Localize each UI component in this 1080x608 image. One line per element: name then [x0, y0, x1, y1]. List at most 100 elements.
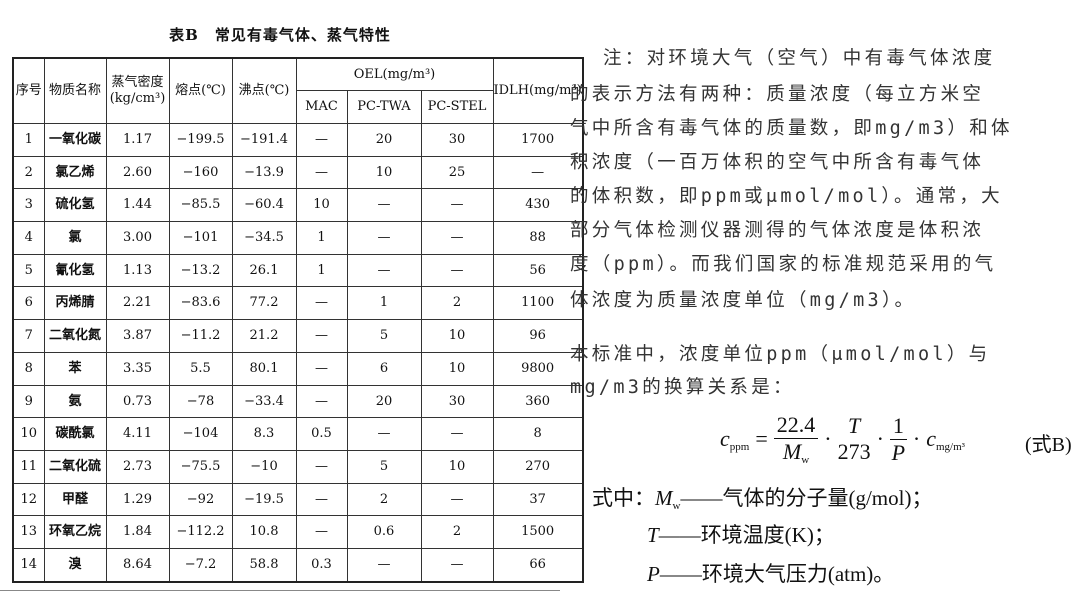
note-para2-line2: mg/m3的换算关系是：: [570, 377, 795, 398]
note-line: 度（ppm）。而我们国家的标准规范采用的气: [570, 254, 997, 275]
table-cell: 1: [12, 123, 45, 157]
table-cell: −160: [168, 155, 233, 190]
table-cell: —: [420, 253, 494, 288]
table-cell: 26.1: [231, 253, 297, 288]
note-para2-line1: 本标准中，浓度单位ppm（μmol/mol）与: [570, 344, 991, 365]
table-row: 12 甲醛 1.29 −92 −19.5—2—37: [12, 482, 584, 517]
header-mac: MAC: [295, 90, 348, 124]
table-cell: 1100: [492, 286, 584, 321]
dot: ·: [824, 426, 832, 451]
table-cell: —: [295, 123, 348, 157]
table-cell: 10: [420, 319, 494, 353]
divider: [0, 590, 560, 591]
table-cell: −19.5: [231, 482, 297, 517]
substance-name: 硫化氢: [43, 188, 107, 223]
note-line: 气中所含有毒气体的质量数，即mg/m3）和体: [570, 118, 1013, 139]
table-cell: 6: [12, 286, 45, 321]
substance-name: 氨: [43, 384, 107, 419]
table-cell: 80.1: [231, 351, 297, 386]
header-boiling: 沸点(℃): [231, 57, 297, 124]
substance-name: 苯: [43, 351, 107, 386]
table-cell: 8.64: [105, 547, 170, 583]
header-density: 蒸气密度(kg/cm³): [105, 57, 170, 124]
definition-line: 式中：Mw——气体的分子量(g/mol)；: [592, 482, 932, 512]
table-cell: —: [346, 417, 422, 451]
table-row: 14 溴 8.64 −7.2 58.8 0.3— —66: [12, 547, 584, 583]
table-row: 10 碳酰氯 4.11 −104 8.3 0.5— —8: [12, 417, 584, 451]
substance-name: 一氧化碳: [43, 123, 107, 157]
table-cell: 2: [420, 286, 494, 321]
formula-eq: =: [755, 426, 768, 451]
table-cell: 66: [492, 547, 584, 583]
table-row: 7 二氧化氮 3.87 −11.2 21.2—5 10 96: [12, 319, 584, 353]
table-row: 5 氰化氢 1.13 −13.2 26.1 1— —56: [12, 253, 584, 288]
table-cell: 5: [346, 449, 422, 484]
table-cell: 14: [12, 547, 45, 583]
fraction-1: 22.4 Mw: [773, 412, 819, 466]
def-prefix: 式中：: [592, 486, 655, 510]
table-cell: −104: [168, 417, 233, 451]
table-cell: —: [295, 449, 348, 484]
def-text: ——气体的分子量(g/mol)；: [680, 486, 933, 510]
substance-name: 碳酰氯: [43, 417, 107, 451]
header-oel: OEL(mg/m³): [295, 57, 494, 91]
substance-name: 氰化氢: [43, 253, 107, 288]
formula-rhs-sub: mg/m³: [936, 440, 965, 453]
table-cell: 1: [346, 286, 422, 321]
table-cell: 10: [420, 449, 494, 484]
table-cell: −10: [231, 449, 297, 484]
table-cell: 2: [346, 482, 422, 517]
table-cell: —: [295, 319, 348, 353]
table-cell: 30: [420, 384, 494, 419]
substance-name: 溴: [43, 547, 107, 583]
note-line: 体浓度为质量浓度单位（mg/m3）。: [570, 290, 917, 311]
table-cell: −83.6: [168, 286, 233, 321]
note-line: 的表示方法有两种：质量浓度（每立方米空: [570, 84, 985, 105]
definition-line: T——环境温度(K)；: [647, 519, 835, 549]
table-cell: —: [346, 221, 422, 255]
table-cell: 5: [346, 319, 422, 353]
table-cell: 8: [492, 417, 584, 451]
table-cell: —: [295, 482, 348, 517]
table-cell: 10: [346, 155, 422, 190]
table-title: 表B 常见有毒气体、蒸气特性: [169, 26, 391, 44]
table-cell: 1.29: [105, 482, 170, 517]
table-cell: 0.5: [295, 417, 348, 451]
header-stel: PC-STEL: [420, 90, 494, 124]
f3-den: P: [891, 439, 906, 465]
header-idlh: IDLH(mg/m³): [492, 57, 584, 124]
definition-line: P——环境大气压力(atm)。: [647, 558, 894, 588]
table-cell: —: [420, 188, 494, 223]
table-cell: 9800: [492, 351, 584, 386]
table-row: 2 氯乙烯 2.60 −160 −13.9—10 25—: [12, 155, 584, 190]
table-cell: —: [295, 515, 348, 549]
dot: ·: [876, 426, 884, 451]
table-cell: −7.2: [168, 547, 233, 583]
def-symbol-sub: w: [672, 500, 681, 512]
table-cell: −92: [168, 482, 233, 517]
table-cell: —: [295, 155, 348, 190]
table-cell: 7: [12, 319, 45, 353]
table-cell: −33.4: [231, 384, 297, 419]
table-cell: 2.21: [105, 286, 170, 321]
table-row: 1 一氧化碳 1.17 −199.5 −191.4—20 30 1700: [12, 123, 584, 157]
header-twa: PC-TWA: [346, 90, 422, 124]
table-cell: 10: [295, 188, 348, 223]
table-cell: 96: [492, 319, 584, 353]
table-cell: 6: [346, 351, 422, 386]
table-cell: 1700: [492, 123, 584, 157]
f1-num: 22.4: [773, 412, 819, 439]
substance-name: 氯: [43, 221, 107, 255]
header-index: 序号: [12, 57, 45, 124]
table-cell: 8.3: [231, 417, 297, 451]
table-cell: 3.87: [105, 319, 170, 353]
table-cell: −191.4: [231, 123, 297, 157]
table-row: 4 氯 3.00 −101 −34.5 1— —88: [12, 221, 584, 255]
table-cell: 8: [12, 351, 45, 386]
table-cell: 20: [346, 123, 422, 157]
f2-den: 273: [837, 439, 871, 464]
table-cell: 21.2: [231, 319, 297, 353]
table-cell: 12: [12, 482, 45, 517]
table-cell: 5.5: [168, 351, 233, 386]
